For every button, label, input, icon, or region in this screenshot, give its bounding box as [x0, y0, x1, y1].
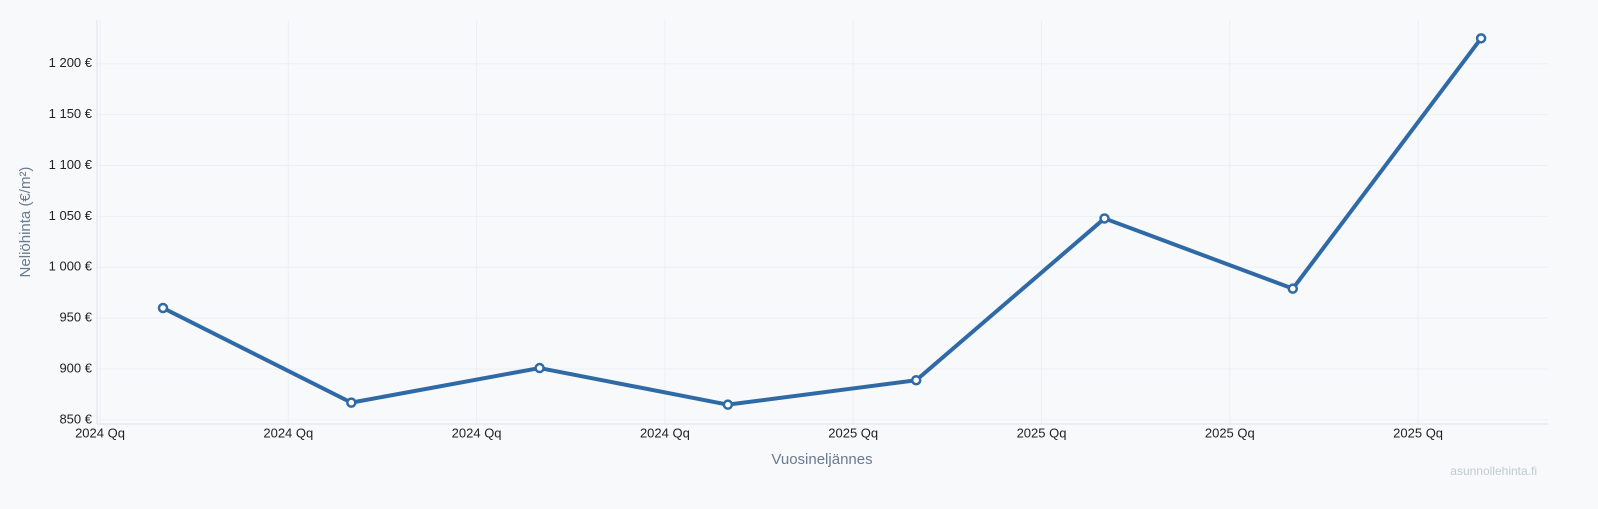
point: [722, 399, 734, 410]
x-tick-label: 2024 Qq: [75, 425, 125, 440]
x-tick-label: 2025 Qq: [1205, 425, 1255, 440]
point: [534, 362, 545, 374]
y-axis-title: Neliöhinta (€/m²): [17, 167, 34, 278]
point: [346, 397, 357, 408]
x-tick-label: 2025 Qq: [1017, 425, 1067, 440]
x-tick-label: 2025 Qq: [828, 425, 878, 440]
y-tick-label: 900 €: [59, 360, 92, 375]
point: [910, 374, 922, 386]
y-tick-label: 1 150 €: [49, 106, 93, 121]
y-tick-label: 1 000 €: [49, 259, 93, 274]
point: [157, 302, 169, 314]
point: [1475, 33, 1487, 44]
point: [1287, 283, 1299, 294]
y-tick-label: 950 €: [59, 310, 92, 325]
line: [162, 37, 1483, 407]
x-tick-label: 2024 Qq: [640, 425, 690, 440]
point: [1099, 213, 1110, 224]
y-tick-label: 1 200 €: [49, 55, 93, 70]
y-tick-label: 1 050 €: [49, 208, 93, 223]
x-axis-title: Vuosineljännes: [771, 451, 872, 468]
watermark: asunnollehinta.fi: [1450, 464, 1537, 478]
x-tick-label: 2024 Qq: [452, 425, 502, 440]
x-tick-label: 2025 Qq: [1393, 425, 1443, 440]
y-tick-label: 1 100 €: [49, 157, 93, 172]
y-tick-label: 850 €: [59, 411, 92, 426]
x-tick-label: 2024 Qq: [263, 425, 313, 440]
